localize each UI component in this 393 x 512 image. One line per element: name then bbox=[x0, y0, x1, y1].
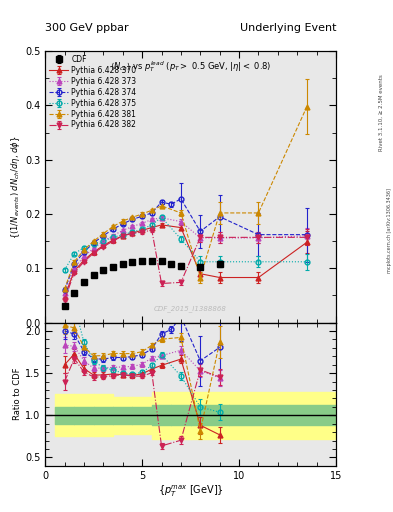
Y-axis label: {(1/$N_{events}$) $dN_{ch}/d\eta$, $d\phi$}: {(1/$N_{events}$) $dN_{ch}/d\eta$, $d\ph… bbox=[9, 135, 22, 239]
Legend: CDF, Pythia 6.428 370, Pythia 6.428 373, Pythia 6.428 374, Pythia 6.428 375, Pyt: CDF, Pythia 6.428 370, Pythia 6.428 373,… bbox=[48, 53, 138, 131]
Text: Underlying Event: Underlying Event bbox=[239, 23, 336, 33]
X-axis label: {$p_T^{max}$ [GeV]}: {$p_T^{max}$ [GeV]} bbox=[158, 483, 224, 499]
Text: $\langle N_{ch}\rangle$ vs $p_T^{lead}$ ($p_T >$ 0.5 GeV, $|\eta| <$ 0.8): $\langle N_{ch}\rangle$ vs $p_T^{lead}$ … bbox=[110, 59, 271, 74]
Text: CDF_2015_I1388868: CDF_2015_I1388868 bbox=[154, 305, 227, 312]
Text: Rivet 3.1.10, ≥ 2.5M events: Rivet 3.1.10, ≥ 2.5M events bbox=[379, 74, 384, 151]
Y-axis label: Ratio to CDF: Ratio to CDF bbox=[13, 368, 22, 420]
Text: 300 GeV ppbar: 300 GeV ppbar bbox=[45, 23, 129, 33]
Text: mcplots.cern.ch [arXiv:1306.3436]: mcplots.cern.ch [arXiv:1306.3436] bbox=[387, 188, 391, 273]
